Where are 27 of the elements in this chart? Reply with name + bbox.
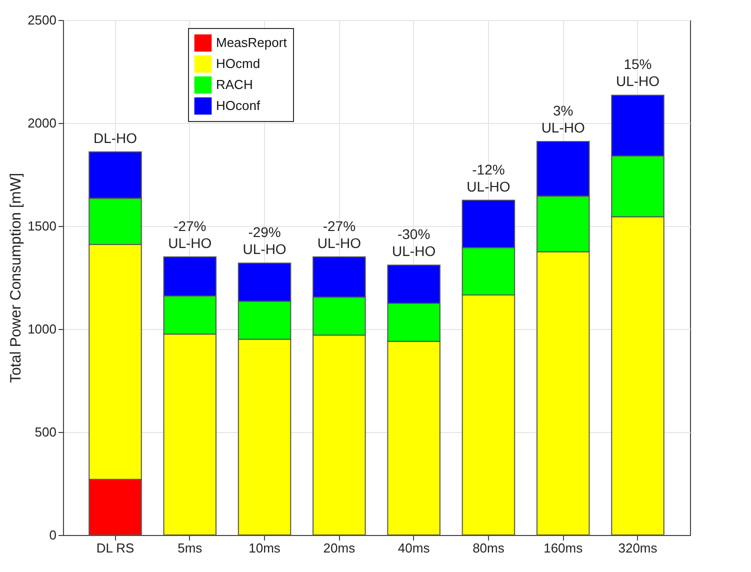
annotation: -27% UL-HO: [317, 218, 362, 251]
legend-label: MeasReport: [216, 35, 288, 50]
y-tick-label: 1000: [28, 322, 56, 336]
annotation: -12% UL-HO: [466, 161, 510, 194]
annotation: -30% UL-HO: [392, 226, 436, 260]
x-tick-label: 40ms: [398, 540, 430, 556]
x-tick-label: 320ms: [618, 540, 658, 556]
x-tick-label: 10ms: [248, 540, 281, 556]
annotation: 15% UL-HO: [616, 56, 660, 90]
y-tick-label: 500: [34, 424, 56, 440]
x-tick-label: 5ms: [178, 540, 203, 556]
legend-label: RACH: [216, 77, 253, 92]
annotation: -29% UL-HO: [242, 224, 286, 258]
x-tick-label: DL RS: [96, 540, 134, 556]
legend-label: HOcmd: [216, 56, 260, 71]
annotation: -27% UL-HO: [168, 218, 212, 251]
annotation: DL-HO: [93, 130, 138, 146]
x-tick-label: 20ms: [323, 540, 356, 556]
annotation: 3% UL-HO: [541, 102, 585, 136]
y-tick-label: 2500: [28, 12, 56, 28]
y-axis-title: Total Power Consumption [mW]: [8, 172, 25, 384]
legend-label: HOconf: [216, 98, 260, 113]
x-tick-label: 160ms: [544, 540, 584, 556]
x-tick-label: 80ms: [472, 540, 505, 556]
y-tick-label: 0: [49, 528, 56, 542]
y-tick-label: 1500: [28, 218, 56, 234]
y-tick-label: 2000: [28, 116, 56, 130]
